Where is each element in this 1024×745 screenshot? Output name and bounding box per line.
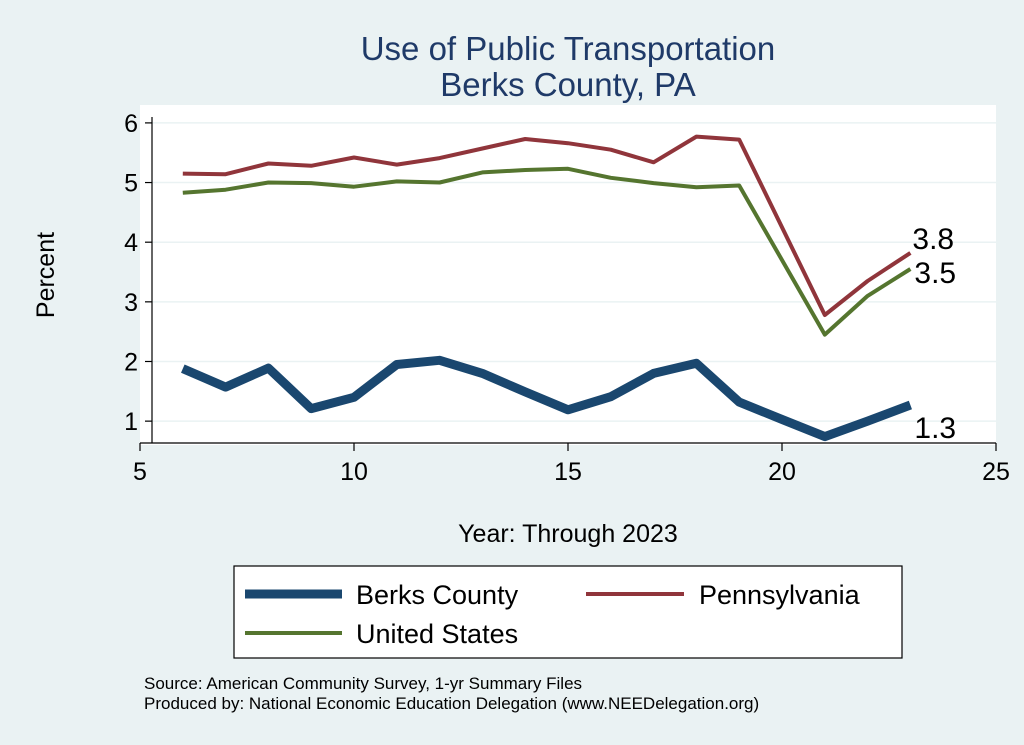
source-note-line-1: Source: American Community Survey, 1-yr … <box>144 674 582 693</box>
legend-label-berks-county: Berks County <box>356 580 519 610</box>
end-label-berks-county: 1.3 <box>914 412 956 445</box>
y-tick-label-5: 5 <box>124 170 138 198</box>
x-axis-ticks: 5 10 15 20 25 <box>133 443 1010 486</box>
y-tick-label-6: 6 <box>124 110 138 138</box>
legend-box <box>233 565 903 659</box>
end-label-united-states: 3.5 <box>914 257 956 290</box>
legend-label-pennsylvania: Pennsylvania <box>699 580 861 610</box>
y-tick-label-3: 3 <box>124 289 138 317</box>
chart-subtitle: Berks County, PA <box>440 66 696 103</box>
x-tick-label-10: 10 <box>340 458 368 486</box>
x-axis-title: Year: Through 2023 <box>458 520 678 548</box>
legend-label-united-states: United States <box>356 619 518 649</box>
y-axis-ticks: 1 2 3 4 5 6 <box>124 110 152 436</box>
end-label-pennsylvania: 3.8 <box>912 223 954 256</box>
x-tick-label-25: 25 <box>982 458 1010 486</box>
y-axis-title: Percent <box>32 232 60 318</box>
y-tick-label-4: 4 <box>124 229 138 257</box>
end-labels: 3.83.5 1.3 <box>912 223 956 445</box>
series-lines <box>181 134 912 442</box>
series-line-united-states <box>182 166 912 337</box>
series-line-berks-county <box>181 355 912 442</box>
series-line-pennsylvania <box>182 134 912 317</box>
chart-title: Use of Public Transportation <box>361 30 776 67</box>
plot-area <box>140 105 996 445</box>
x-tick-label-15: 15 <box>554 458 582 486</box>
y-tick-label-2: 2 <box>124 348 138 376</box>
x-tick-label-5: 5 <box>133 458 147 486</box>
source-note-line-2: Produced by: National Economic Education… <box>144 694 759 713</box>
legend: Berks County Pennsylvania United States <box>233 565 903 659</box>
x-tick-label-20: 20 <box>768 458 796 486</box>
y-tick-label-1: 1 <box>124 408 138 436</box>
